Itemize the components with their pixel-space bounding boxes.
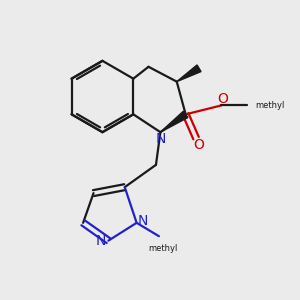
Text: N: N [137,214,148,228]
Polygon shape [160,111,188,132]
Text: N: N [96,234,106,248]
Polygon shape [177,65,201,82]
Text: N: N [155,132,166,146]
Text: methyl: methyl [256,101,285,110]
Text: O: O [194,138,205,152]
Text: O: O [218,92,228,106]
Text: methyl: methyl [149,244,178,253]
